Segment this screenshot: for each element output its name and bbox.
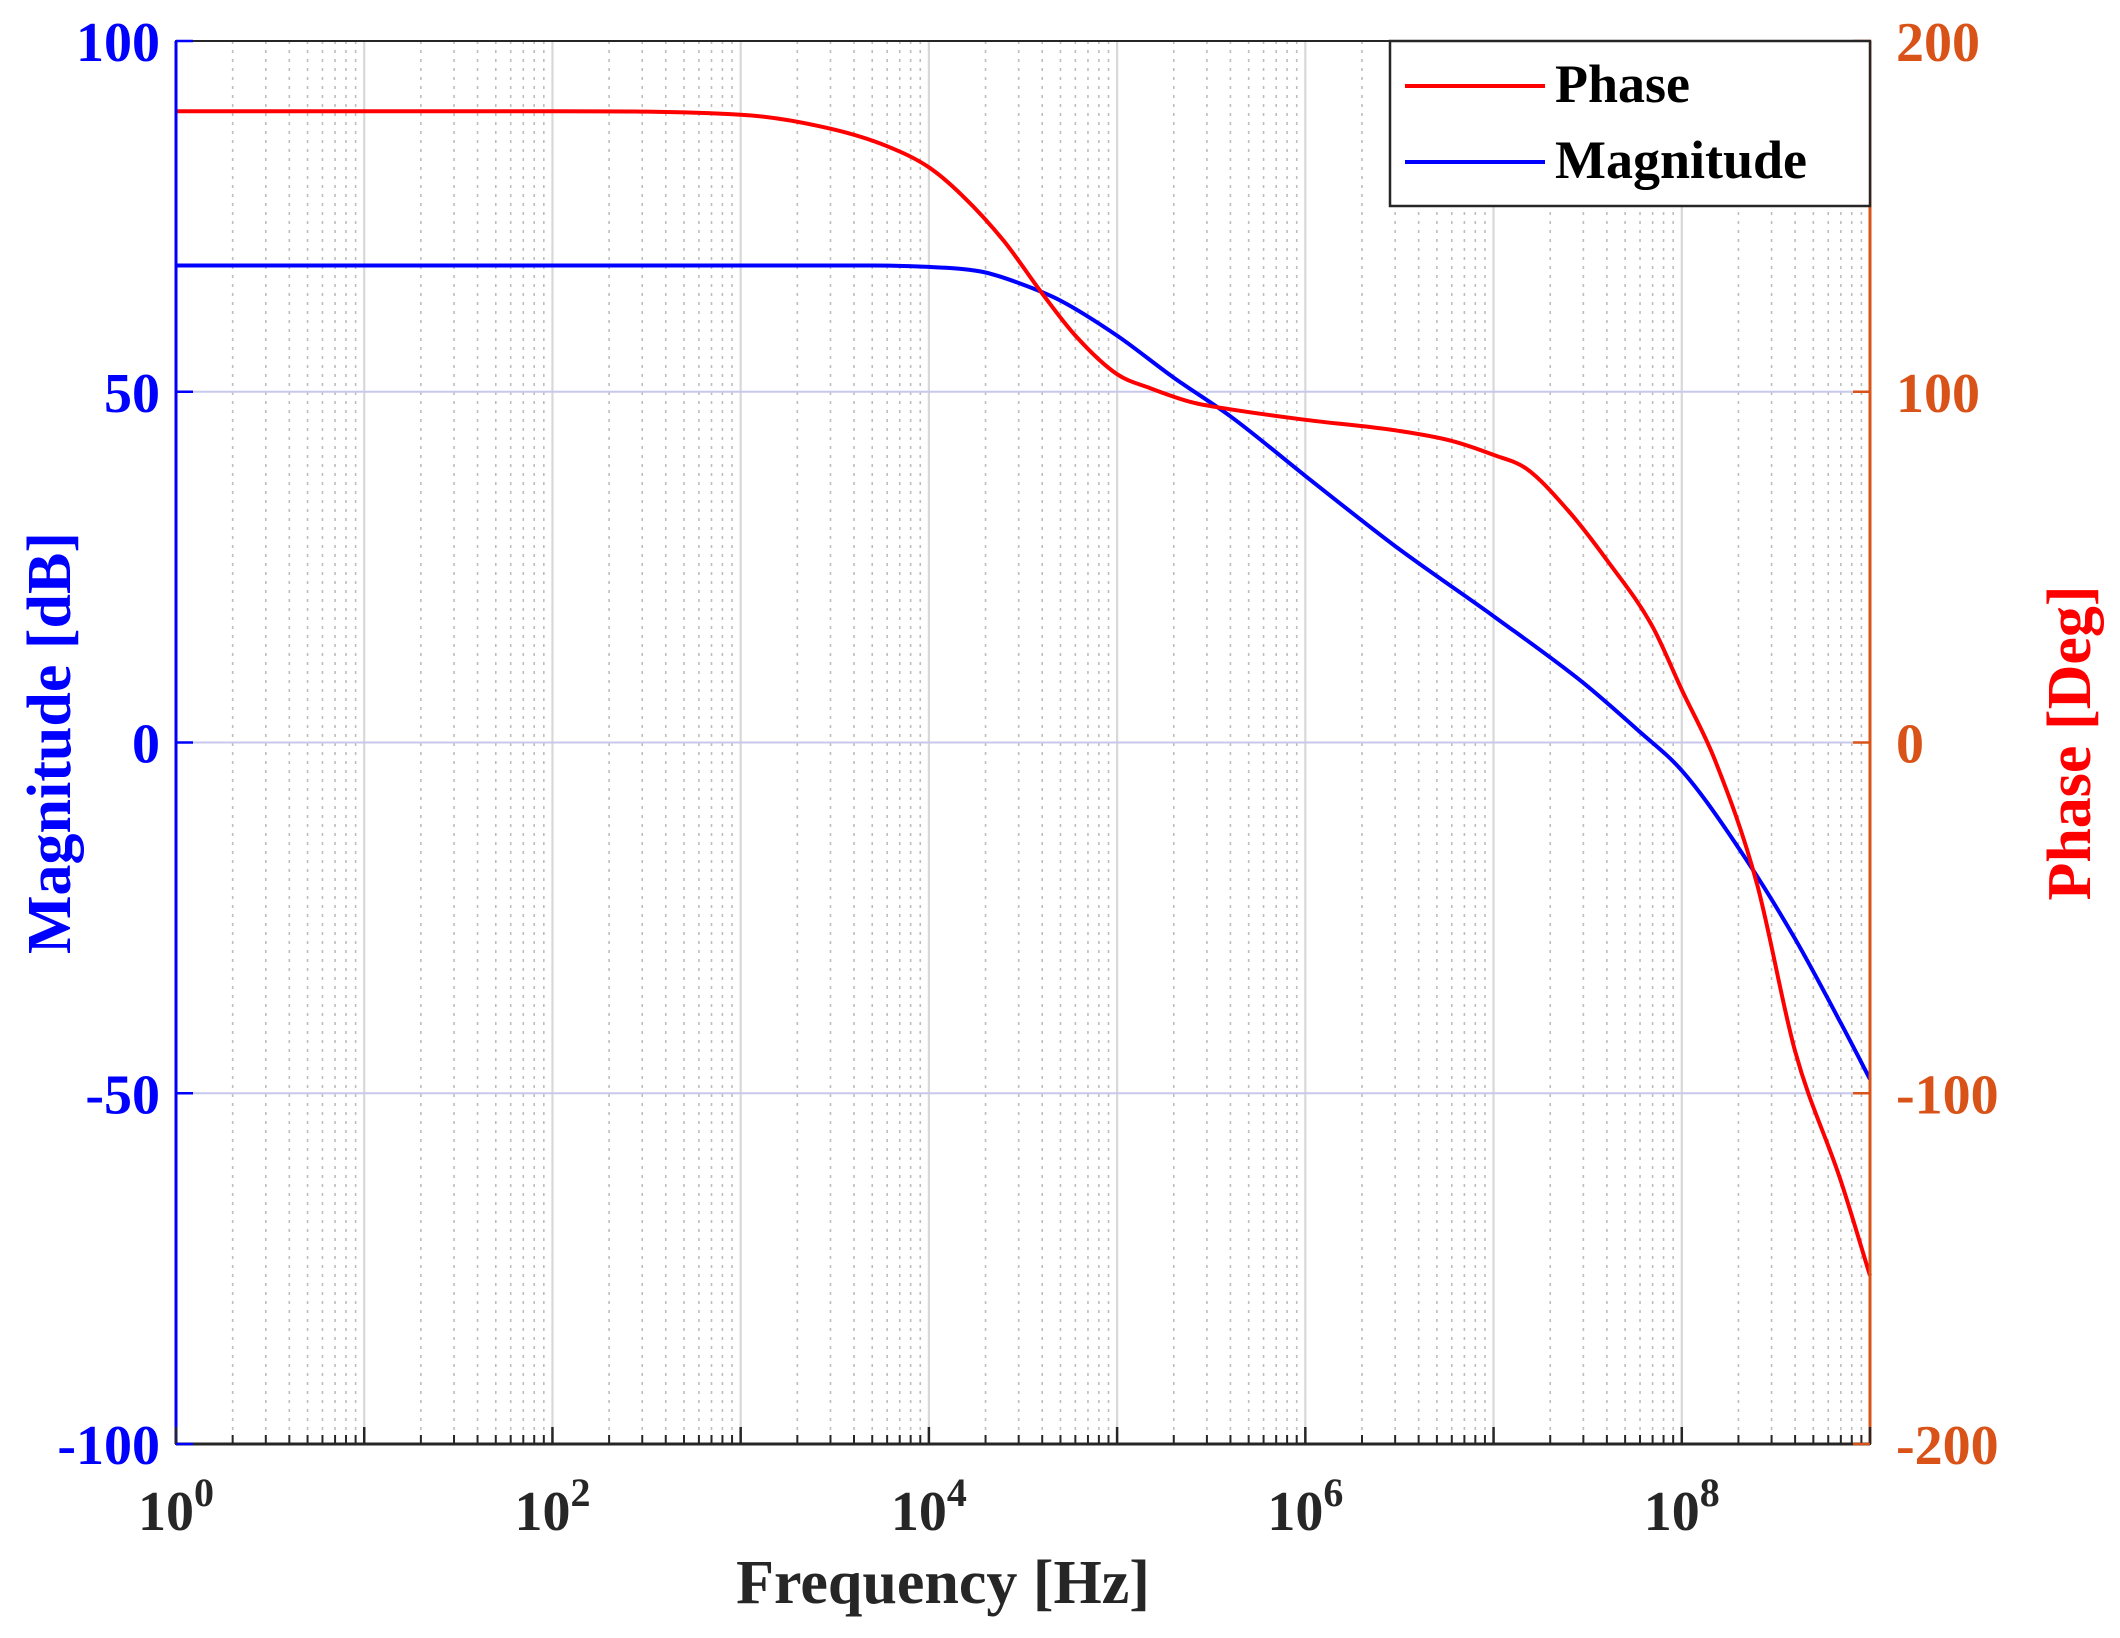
left-y-tick-label: 0 xyxy=(132,714,160,776)
right-y-tick-label: 200 xyxy=(1896,12,1980,74)
x-tick-exponent: 0 xyxy=(194,1470,214,1515)
axis-ticks xyxy=(174,39,1872,1446)
x-tick-base: 10 xyxy=(1267,1481,1323,1543)
right-y-tick-label: 0 xyxy=(1896,714,1924,776)
legend: Phase Magnitude xyxy=(1388,39,1872,208)
x-tick-label: 100 xyxy=(138,1470,214,1543)
left-axis-label: Magnitude [dB] xyxy=(16,532,84,954)
series-line-phase xyxy=(176,109,1872,1277)
x-tick-base: 10 xyxy=(514,1481,570,1543)
x-axis-label: Frequency [Hz] xyxy=(736,1549,1150,1617)
series-lines xyxy=(176,109,1872,1277)
x-tick-exponent: 6 xyxy=(1323,1470,1343,1515)
left-y-tick-label: -50 xyxy=(85,1064,160,1126)
legend-label-magnitude: Magnitude xyxy=(1555,130,1807,190)
left-y-tick-label: 100 xyxy=(76,12,160,74)
x-tick-exponent: 4 xyxy=(947,1470,967,1515)
x-tick-label: 104 xyxy=(891,1470,967,1543)
right-y-tick-label: -100 xyxy=(1896,1064,1999,1126)
right-y-tick-label: 100 xyxy=(1896,363,1980,425)
x-tick-label: 102 xyxy=(514,1470,590,1543)
grid xyxy=(176,41,1870,1444)
x-tick-base: 10 xyxy=(138,1481,194,1543)
x-tick-base: 10 xyxy=(1644,1481,1700,1543)
x-tick-label: 106 xyxy=(1267,1470,1343,1543)
series-line-magnitude xyxy=(176,263,1872,1081)
x-tick-exponent: 8 xyxy=(1700,1470,1720,1515)
left-y-tick-label: 50 xyxy=(104,363,160,425)
right-axis-label: Phase [Deg] xyxy=(2036,585,2104,900)
x-tick-exponent: 2 xyxy=(570,1470,590,1515)
x-tick-base: 10 xyxy=(891,1481,947,1543)
legend-label-phase: Phase xyxy=(1555,54,1690,114)
left-y-tick-label: -100 xyxy=(57,1415,160,1477)
right-y-tick-label: -200 xyxy=(1896,1415,1999,1477)
legend-box xyxy=(1388,39,1872,208)
x-tick-label: 108 xyxy=(1644,1470,1720,1543)
